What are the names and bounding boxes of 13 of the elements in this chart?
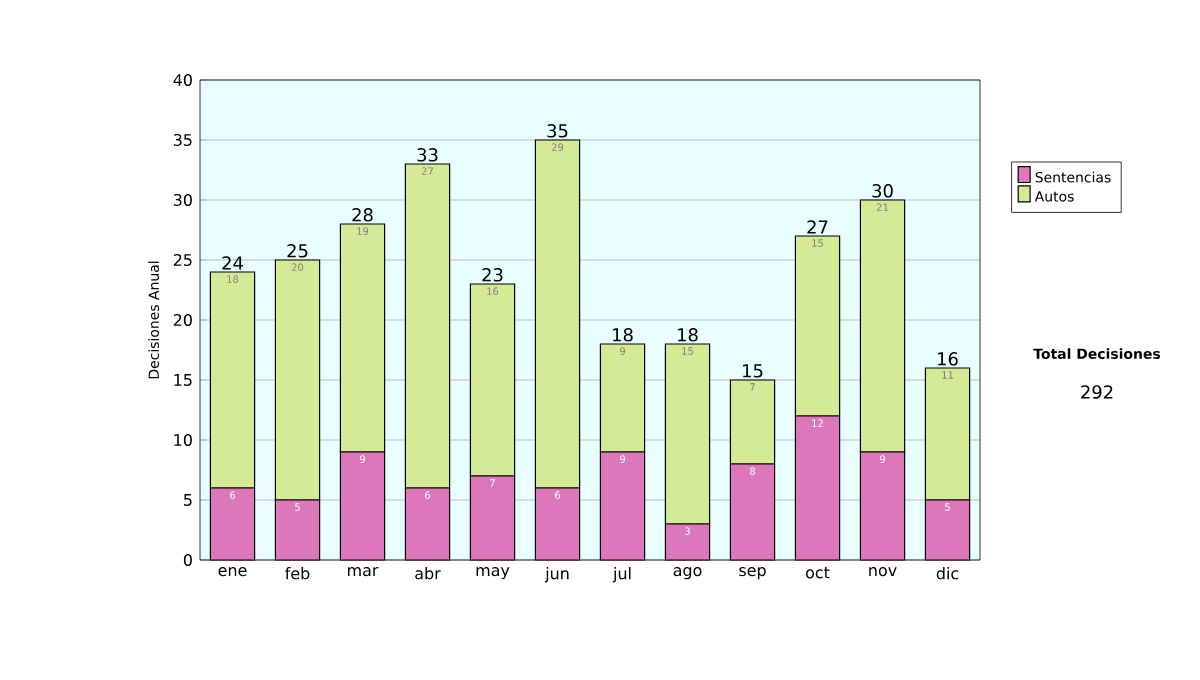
total-label: 18 [613, 328, 633, 342]
total-label: 30 [872, 184, 893, 198]
total-label: 35 [547, 124, 568, 138]
total-label: 15 [743, 364, 763, 378]
total-label: 28 [352, 208, 373, 222]
total-label: 27 [807, 220, 828, 234]
total-label: 24 [222, 256, 243, 270]
total-label: 16 [938, 352, 958, 366]
total-label: 23 [482, 268, 503, 282]
total-label: 33 [417, 148, 438, 162]
total-label: 25 [287, 244, 308, 258]
text: 292 [1081, 385, 1113, 399]
total-label: 18 [678, 328, 698, 342]
